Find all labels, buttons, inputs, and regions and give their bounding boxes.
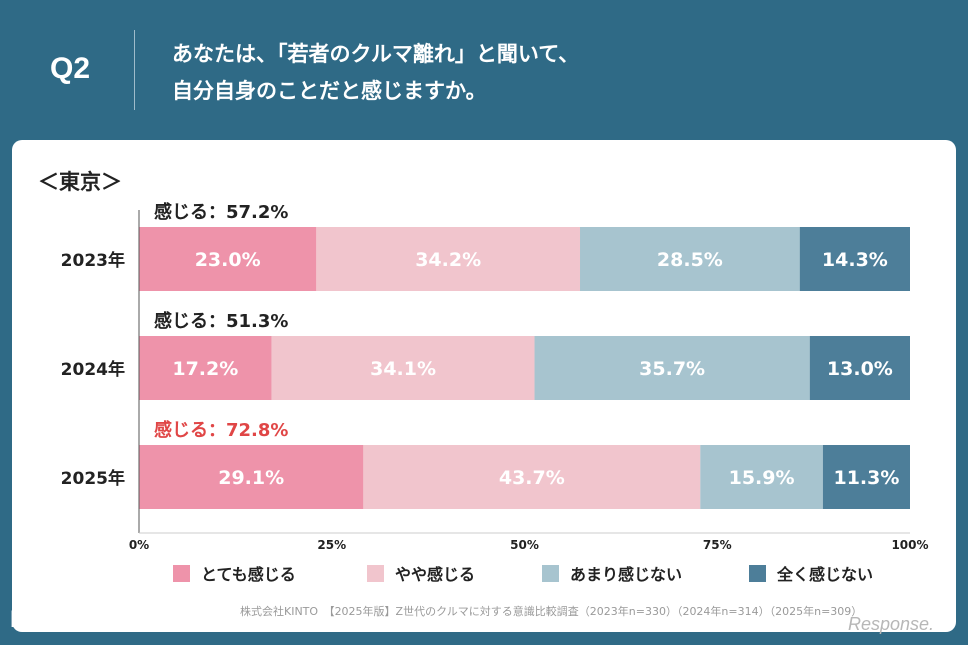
legend-swatch [749, 565, 766, 582]
legend-swatch [367, 565, 384, 582]
bar-segment [139, 227, 317, 291]
response-watermark: Response. [848, 614, 935, 634]
legend-swatch [542, 565, 559, 582]
data-label: 28.5% [657, 249, 723, 271]
x-tick-label: 50% [510, 538, 539, 552]
bar-segment [534, 336, 810, 400]
bar-segment [809, 336, 910, 400]
axis-layer: 0% 25% 50% 75% 100% [129, 210, 929, 552]
legend-label: とても感じる [201, 565, 296, 584]
category-label: 2023年 [61, 250, 125, 271]
category-labels-layer: 2023年 2024年 2025年 [61, 250, 125, 489]
data-label: 13.0% [827, 358, 893, 380]
bar-segment [363, 445, 701, 509]
category-label: 2024年 [61, 359, 125, 380]
data-label: 15.9% [729, 467, 795, 489]
header: Q2 あなたは、「若者のクルマ離れ」と聞いて、 自分自身のことだと感じますか。 [0, 0, 968, 140]
source-note: 株式会社KINTO 【2025年版】Z世代のクルマに対する意識比較調査（2023… [240, 605, 863, 618]
data-label: 34.2% [415, 249, 481, 271]
kinto-logo: KINTO [10, 606, 100, 633]
data-label: 17.2% [172, 358, 238, 380]
legend-layer: とても感じる やや感じる あまり感じない 全く感じない [173, 565, 873, 584]
bar-segment [700, 445, 823, 509]
x-tick-label: 100% [891, 538, 928, 552]
legend-label: やや感じる [395, 565, 475, 584]
category-label: 2025年 [61, 468, 125, 489]
data-label: 11.3% [833, 467, 899, 489]
data-label: 23.0% [195, 249, 261, 271]
legend-label: あまり感じない [570, 565, 682, 584]
bar-segment [139, 445, 364, 509]
bar-segment [580, 227, 800, 291]
data-label: 35.7% [639, 358, 705, 380]
total-label: 感じる：51.3% [154, 310, 288, 332]
totals-layer: 感じる：57.2% 感じる：51.3% 感じる：72.8% [154, 201, 288, 441]
total-label: 感じる：72.8% [154, 419, 288, 441]
data-label: 43.7% [499, 467, 565, 489]
bar-segment [271, 336, 535, 400]
data-label: 29.1% [218, 467, 284, 489]
bars-layer: 23.0% 34.2% 28.5% 14.3% 17.2% 34.1% 35.7% 13.0%… [139, 227, 910, 509]
x-tick-label: 25% [317, 538, 346, 552]
data-label: 34.1% [370, 358, 436, 380]
total-label: 感じる：57.2% [154, 201, 288, 223]
bar-segment [139, 336, 272, 400]
header-divider [134, 30, 135, 110]
question-number: Q2 [50, 52, 91, 85]
bar-segment [822, 445, 910, 509]
x-tick-label: 0% [129, 538, 149, 552]
region-label: ＜東京＞ [38, 170, 122, 194]
question-line-2: 自分自身のことだと感じますか。 [172, 79, 487, 103]
legend-label: 全く感じない [776, 565, 873, 584]
bar-segment [316, 227, 581, 291]
bar-segment [799, 227, 910, 291]
legend-swatch [173, 565, 190, 582]
x-tick-label: 75% [703, 538, 732, 552]
question-text: あなたは、「若者のクルマ離れ」と聞いて、 自分自身のことだと感じますか。 [172, 36, 579, 110]
data-label: 14.3% [822, 249, 888, 271]
question-line-1: あなたは、「若者のクルマ離れ」と聞いて、 [172, 42, 580, 66]
